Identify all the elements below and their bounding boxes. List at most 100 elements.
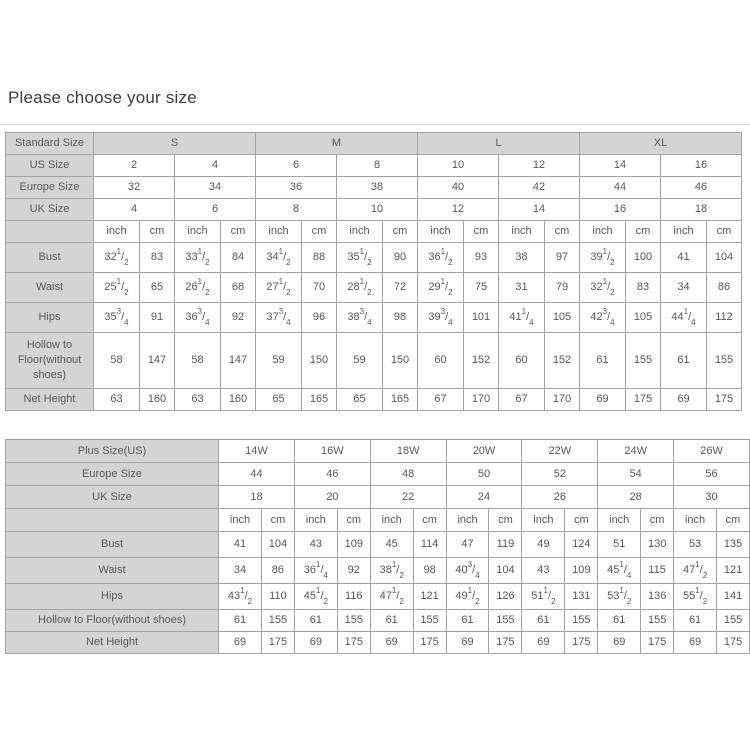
size-cell: 6 bbox=[174, 198, 256, 221]
measure-cell: 441/4 bbox=[660, 302, 707, 333]
measure-cell: 152 bbox=[463, 332, 499, 389]
measure-cell: 61 bbox=[293, 609, 338, 632]
measure-cell: 116 bbox=[336, 583, 371, 610]
table-row: Europe Size 32 34 36 38 40 42 44 46 bbox=[5, 176, 742, 199]
size-cell: 24 bbox=[445, 485, 523, 509]
row-label: Hips bbox=[4, 583, 220, 610]
measure-cell: 61 bbox=[445, 609, 490, 632]
measure-cell: 59 bbox=[336, 332, 383, 389]
size-cell: 14 bbox=[579, 154, 661, 177]
measure-cell: 96 bbox=[301, 302, 337, 333]
measure-cell: 393/4 bbox=[417, 302, 464, 333]
size-cell: 30 bbox=[673, 485, 750, 509]
group-header-cell: S bbox=[93, 132, 256, 155]
size-cell: 44 bbox=[579, 176, 661, 199]
size-cell: 14 bbox=[498, 198, 580, 221]
measure-cell: 69 bbox=[579, 388, 626, 411]
unit-header-cell: cm bbox=[625, 220, 661, 243]
measure-cell: 51 bbox=[597, 531, 642, 558]
group-header-cell: XL bbox=[579, 132, 742, 155]
measure-cell: 175 bbox=[716, 631, 750, 654]
size-cell: 16 bbox=[660, 154, 742, 177]
row-label: Europe Size bbox=[5, 176, 94, 199]
measure-cell: 91 bbox=[139, 302, 175, 333]
measure-cell: 383/4 bbox=[336, 302, 383, 333]
measure-cell: 86 bbox=[706, 272, 742, 303]
measure-cell: 551/2 bbox=[673, 583, 718, 610]
unit-header-cell: cm bbox=[260, 508, 295, 532]
measure-cell: 104 bbox=[260, 531, 295, 558]
measure-cell: 69 bbox=[597, 631, 642, 654]
measure-cell: 88 bbox=[301, 242, 337, 273]
size-cell: 18 bbox=[660, 198, 742, 221]
unit-header-cell: cm bbox=[139, 220, 175, 243]
measure-cell: 61 bbox=[579, 332, 626, 389]
measure-cell: 84 bbox=[220, 242, 256, 273]
measure-cell: 271/2 bbox=[255, 272, 302, 303]
row-label: Hollow to Floor(without shoes) bbox=[5, 332, 94, 389]
measure-cell: 68 bbox=[220, 272, 256, 303]
row-label: US Size bbox=[5, 154, 94, 177]
page-title: Please choose your size bbox=[8, 88, 197, 107]
measure-cell: 471/2 bbox=[369, 583, 414, 610]
unit-header-cell: inch bbox=[673, 508, 718, 532]
size-cell: 48 bbox=[369, 462, 447, 486]
plus-size-table: Plus Size(US) 14W 16W 18W 20W 22W 24W 26W Europe… bbox=[4, 439, 750, 654]
measure-cell: 165 bbox=[382, 388, 418, 411]
measure-cell: 60 bbox=[417, 332, 464, 389]
measure-cell: 45 bbox=[369, 531, 414, 558]
row-label: Plus Size(US) bbox=[4, 439, 220, 463]
table-row: Hips 431/2 110 451/2 116 471/2 121 491/2 126 511/… bbox=[4, 583, 750, 610]
unit-header-cell: inch bbox=[218, 508, 262, 532]
measure-cell: 105 bbox=[625, 302, 661, 333]
size-cell: 40 bbox=[417, 176, 499, 199]
table-row: Bust 321/2 83 331/2 84 341/2 88 351/2 90 361/2 93 3… bbox=[5, 242, 742, 273]
measure-cell: 93 bbox=[463, 242, 499, 273]
measure-cell: 61 bbox=[673, 609, 718, 632]
table-row: Bust 41 104 43 109 45 114 47 119 49 124 51 130 53 135 bbox=[4, 531, 750, 558]
measure-cell: 121 bbox=[412, 583, 447, 610]
measure-cell: 61 bbox=[218, 609, 262, 632]
measure-cell: 165 bbox=[301, 388, 337, 411]
measure-cell: 431/2 bbox=[218, 583, 262, 610]
measure-cell: 34 bbox=[660, 272, 707, 303]
size-cell: 4 bbox=[93, 198, 175, 221]
measure-cell: 121 bbox=[716, 557, 750, 584]
measure-cell: 105 bbox=[544, 302, 580, 333]
size-cell: 20 bbox=[293, 485, 371, 509]
measure-cell: 61 bbox=[521, 609, 566, 632]
measure-cell: 98 bbox=[412, 557, 447, 584]
table-row: Waist 34 86 361/4 92 381/2 98 403/4 104 43 109 451/… bbox=[4, 557, 750, 584]
size-cell: 42 bbox=[498, 176, 580, 199]
row-label: UK Size bbox=[5, 198, 94, 221]
size-cell: 18W bbox=[369, 439, 447, 463]
unit-header-cell: inch bbox=[174, 220, 221, 243]
size-cell: 18 bbox=[218, 485, 295, 509]
unit-header-cell: cm bbox=[706, 220, 742, 243]
size-cell: 50 bbox=[445, 462, 523, 486]
measure-cell: 34 bbox=[218, 557, 262, 584]
measure-cell: 451/4 bbox=[597, 557, 642, 584]
measure-cell: 41 bbox=[660, 242, 707, 273]
row-label: Bust bbox=[5, 242, 94, 273]
measure-cell: 351/2 bbox=[336, 242, 383, 273]
measure-cell: 69 bbox=[218, 631, 262, 654]
measure-cell: 97 bbox=[544, 242, 580, 273]
measure-cell: 109 bbox=[564, 557, 599, 584]
size-cell: 16W bbox=[293, 439, 371, 463]
measure-cell: 98 bbox=[382, 302, 418, 333]
unit-header-cell: inch bbox=[93, 220, 140, 243]
measure-cell: 69 bbox=[445, 631, 490, 654]
measure-cell: 175 bbox=[625, 388, 661, 411]
table-row: Hollow to Floor(without shoes) 61 155 61 155… bbox=[4, 609, 750, 632]
measure-cell: 531/2 bbox=[597, 583, 642, 610]
measure-cell: 65 bbox=[139, 272, 175, 303]
measure-cell: 63 bbox=[93, 388, 140, 411]
measure-cell: 170 bbox=[544, 388, 580, 411]
size-cell: 2 bbox=[93, 154, 175, 177]
measure-cell: 47 bbox=[445, 531, 490, 558]
unit-header-cell: cm bbox=[382, 220, 418, 243]
unit-header-cell: inch bbox=[417, 220, 464, 243]
size-cell: 12 bbox=[498, 154, 580, 177]
size-cell: 22 bbox=[369, 485, 447, 509]
